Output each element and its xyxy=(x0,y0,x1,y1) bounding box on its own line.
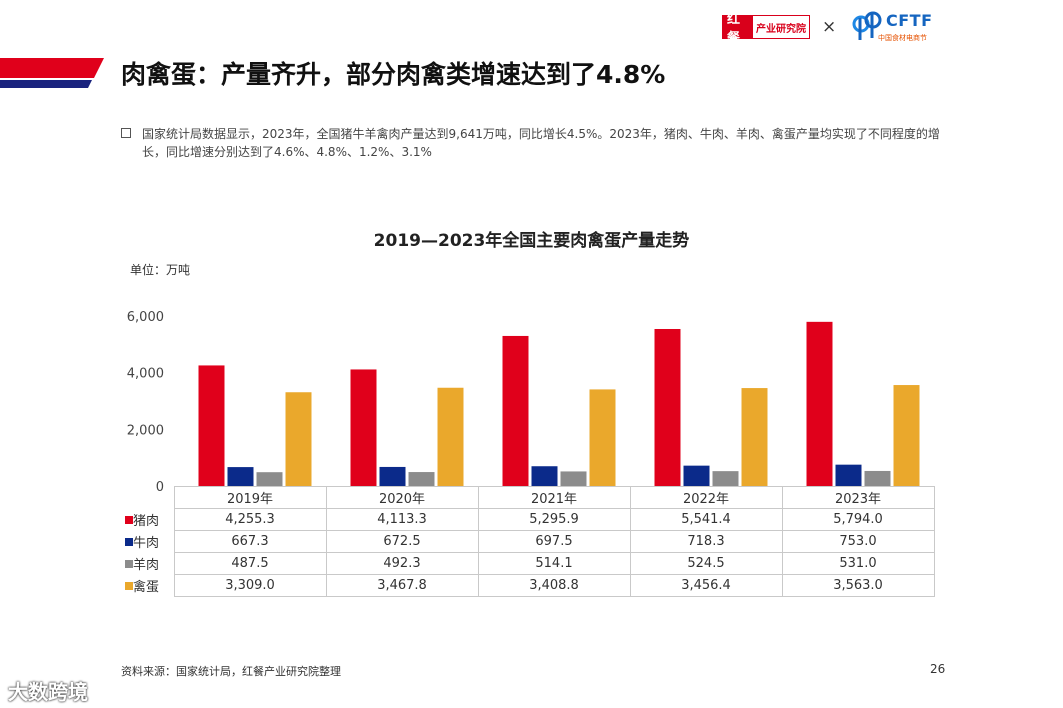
cftf-logo-subtext: 中国食材电商节 xyxy=(878,34,927,42)
data-value-cell: 531.0 xyxy=(781,552,935,575)
logo-separator: × xyxy=(822,17,837,37)
chart-unit-label: 单位：万吨 xyxy=(130,263,191,277)
bar-猪肉-2019年 xyxy=(198,365,225,486)
x-category-label: 2019年 xyxy=(173,486,327,509)
bullet-square-icon xyxy=(121,128,131,138)
data-value-cell: 753.0 xyxy=(781,530,935,553)
table-row: 禽蛋 3,309.0 3,467.8 3,408.8 3,456.4 3,563.0 xyxy=(115,574,935,597)
data-value-cell: 697.5 xyxy=(477,530,631,553)
data-value-cell: 5,794.0 xyxy=(781,508,935,531)
data-value-cell: 487.5 xyxy=(173,552,327,575)
x-category-label: 2023年 xyxy=(781,486,935,509)
description-text: 国家统计局数据显示，2023年，全国猪牛羊禽肉产量达到9,641万吨，同比增长4… xyxy=(142,127,940,159)
bar-羊肉-2021年 xyxy=(560,471,587,486)
bar-禽蛋-2021年 xyxy=(589,389,616,486)
data-value-cell: 3,408.8 xyxy=(477,574,631,597)
bar-牛肉-2020年 xyxy=(379,466,406,486)
bar-牛肉-2023年 xyxy=(835,464,862,486)
bar-牛肉-2021年 xyxy=(531,466,558,486)
data-value-cell: 3,309.0 xyxy=(173,574,327,597)
bar-禽蛋-2022年 xyxy=(741,388,768,486)
bar-羊肉-2019年 xyxy=(256,472,283,486)
page-number: 26 xyxy=(930,662,946,676)
y-tick-label: 0 xyxy=(156,480,164,495)
table-row: 猪肉 4,255.3 4,113.3 5,295.9 5,541.4 5,794.0 xyxy=(115,508,935,531)
data-value-cell: 3,456.4 xyxy=(629,574,783,597)
legend-label: 禽蛋 xyxy=(133,580,160,595)
bar-猪肉-2020年 xyxy=(350,369,377,486)
data-value-cell: 5,295.9 xyxy=(477,508,631,531)
bar-牛肉-2019年 xyxy=(227,467,254,486)
bar-禽蛋-2023年 xyxy=(893,385,920,486)
chart-title: 2019—2023年全国主要肉禽蛋产量走势 xyxy=(373,231,690,251)
bar-牛肉-2022年 xyxy=(683,465,710,486)
source-note: 资料来源：国家统计局，红餐产业研究院整理 xyxy=(121,665,341,678)
bar-羊肉-2020年 xyxy=(408,472,435,486)
y-tick-label: 2,000 xyxy=(127,423,164,438)
table-corner xyxy=(115,487,174,509)
bar-羊肉-2023年 xyxy=(864,470,891,486)
data-value-cell: 718.3 xyxy=(629,530,783,553)
legend-label: 猪肉 xyxy=(133,514,160,529)
legend-entry: 羊肉 xyxy=(115,552,175,575)
data-value-cell: 4,255.3 xyxy=(173,508,327,531)
legend-swatch xyxy=(125,559,133,568)
legend-swatch xyxy=(125,537,133,546)
data-value-cell: 5,541.4 xyxy=(629,508,783,531)
data-value-cell: 3,467.8 xyxy=(325,574,479,597)
watermark-text: 大数跨境 xyxy=(8,680,88,704)
legend-entry: 牛肉 xyxy=(115,530,175,553)
legend-entry: 猪肉 xyxy=(115,508,175,531)
legend-swatch xyxy=(125,581,133,590)
data-value-cell: 524.5 xyxy=(629,552,783,575)
cftf-logo-icon xyxy=(852,11,882,40)
legend-swatch xyxy=(125,515,133,524)
data-value-cell: 4,113.3 xyxy=(325,508,479,531)
x-category-label: 2020年 xyxy=(325,486,479,509)
legend-label: 牛肉 xyxy=(133,536,160,551)
legend-entry: 禽蛋 xyxy=(115,574,175,597)
title-banner-stripes xyxy=(0,58,104,88)
data-value-cell: 514.1 xyxy=(477,552,631,575)
bar-羊肉-2022年 xyxy=(712,471,739,486)
table-row: 羊肉 487.5 492.3 514.1 524.5 531.0 xyxy=(115,552,935,575)
bar-猪肉-2021年 xyxy=(502,335,529,486)
data-value-cell: 672.5 xyxy=(325,530,479,553)
x-category-label: 2022年 xyxy=(629,486,783,509)
bar-禽蛋-2020年 xyxy=(437,387,464,486)
legend-label: 羊肉 xyxy=(133,558,160,573)
cftf-logo-text: CFTF xyxy=(886,11,933,30)
table-row: 牛肉 667.3 672.5 697.5 718.3 753.0 xyxy=(115,530,935,553)
data-value-cell: 3,563.0 xyxy=(781,574,935,597)
y-tick-label: 6,000 xyxy=(127,310,164,325)
bar-猪肉-2023年 xyxy=(806,321,833,486)
hongcan-logo-text: 产业研究院 xyxy=(756,23,806,35)
x-category-label: 2021年 xyxy=(477,486,631,509)
y-tick-label: 4,000 xyxy=(127,367,164,382)
cftf-logo: CFTF 中国食材电商节 xyxy=(852,8,952,48)
bar-禽蛋-2019年 xyxy=(285,392,312,486)
chart-data-table: 2019年 2020年 2021年 2022年 2023年猪肉 4,255.3 4,113.… xyxy=(115,486,935,597)
data-value-cell: 492.3 xyxy=(325,552,479,575)
data-value-cell: 667.3 xyxy=(173,530,327,553)
page-title: 肉禽蛋：产量齐升，部分肉禽类增速达到了4.8% xyxy=(121,60,666,89)
bar-猪肉-2022年 xyxy=(654,328,681,486)
